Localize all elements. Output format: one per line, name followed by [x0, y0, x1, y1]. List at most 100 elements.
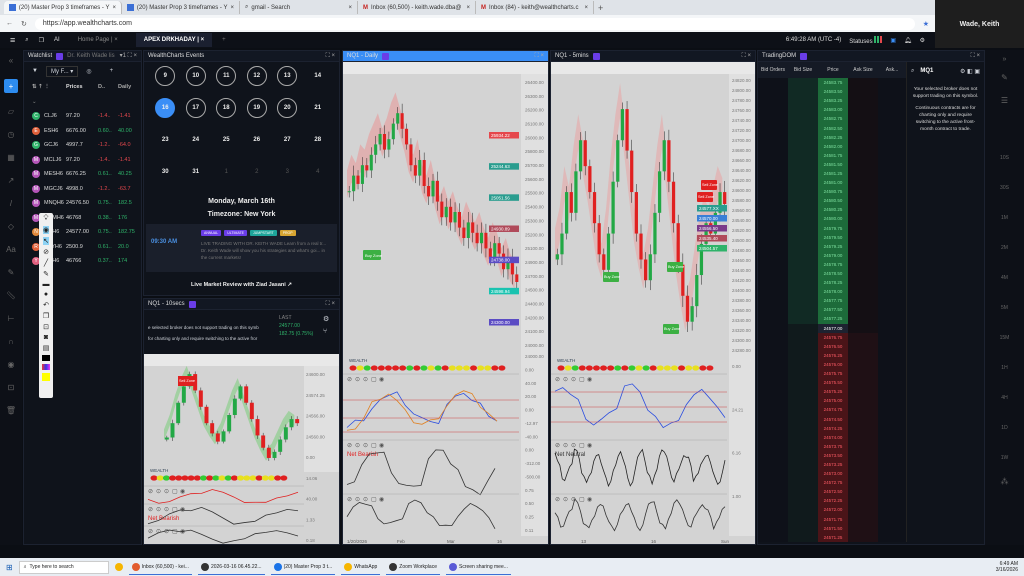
- daily-chart[interactable]: E-MINI NASDAQ 100 FUTURES F... - Daily+0…: [343, 62, 549, 545]
- watchlist-row[interactable]: E ESH6 6676.00 0.60.. 40.00: [24, 124, 141, 139]
- calendar-day[interactable]: 23: [161, 137, 169, 143]
- calendar-day[interactable]: 11: [211, 66, 242, 86]
- url-field[interactable]: https://app.wealthcharts.com: [34, 17, 915, 30]
- search-icon[interactable]: ⌕: [25, 36, 29, 43]
- menu-icon[interactable]: ≡: [10, 35, 16, 45]
- calendar-day[interactable]: 12: [242, 66, 273, 86]
- tab-apex-drkhaday[interactable]: APEX DRKHADAY | ×: [135, 33, 213, 47]
- filter-icon[interactable]: ▼: [32, 68, 38, 74]
- dom-price-row[interactable]: 24582.50: [758, 123, 906, 133]
- dom-price-row[interactable]: 24583.25: [758, 96, 906, 106]
- dom-price-row[interactable]: 24582.00: [758, 141, 906, 151]
- dom-price-row[interactable]: 24580.75: [758, 187, 906, 197]
- dom-price-row[interactable]: 24573.25: [758, 459, 906, 470]
- calendar-day[interactable]: 17: [181, 98, 212, 118]
- calendar-day[interactable]: 31: [192, 169, 200, 175]
- timeframe-4m[interactable]: 4M: [1001, 275, 1008, 281]
- dom-column-header[interactable]: Bid Orders: [761, 67, 785, 73]
- dom-price-row[interactable]: 24578.00: [758, 287, 906, 297]
- measure-icon[interactable]: ⊢: [7, 314, 15, 323]
- dom-price-row[interactable]: 24581.50: [758, 159, 906, 169]
- dom-price-row[interactable]: 24578.75: [758, 259, 906, 269]
- browser-tab[interactable]: M Inbox (84) - keith@wealthcharts.c ×: [476, 1, 594, 14]
- settings-icon[interactable]: ⚙: [323, 316, 330, 323]
- watchlist-row[interactable]: C CLJ6 97.20 -1.4.. -1.41: [24, 109, 141, 124]
- lightbulb-icon[interactable]: 💡︎: [43, 215, 49, 222]
- notifications-icon[interactable]: 🔔︎: [903, 37, 912, 44]
- magnet-icon[interactable]: ∩: [8, 337, 14, 346]
- close-tab-icon[interactable]: ×: [466, 4, 470, 11]
- calendar-day[interactable]: 26: [253, 137, 261, 143]
- timeframe-30s[interactable]: 30S: [1000, 185, 1009, 191]
- tensec-chart[interactable]: E-MINI NASDAQ 100 FUTURES F... - 10sec+0…: [144, 354, 340, 545]
- add-tab-button[interactable]: +: [222, 37, 226, 43]
- bookmark-star-icon[interactable]: ★: [922, 20, 929, 28]
- dom-price-row[interactable]: 24582.25: [758, 132, 906, 142]
- dom-price-row[interactable]: 24577.00: [758, 323, 906, 333]
- watchlist-row[interactable]: M MESH6 6676.25 0.61.. 40.25: [32, 170, 132, 179]
- calendar-day[interactable]: 24: [192, 137, 200, 143]
- calendar-day[interactable]: 20: [272, 98, 303, 118]
- ruler-icon[interactable]: ▬: [42, 281, 50, 288]
- refresh-icon[interactable]: ◎: [86, 68, 92, 75]
- dom-price-row[interactable]: 24578.25: [758, 278, 906, 288]
- watchlist-selector[interactable]: Dr. Keith Wade lis: [67, 53, 115, 59]
- dom-price-row[interactable]: 24574.50: [758, 414, 906, 424]
- dom-column-header[interactable]: Price: [827, 67, 839, 73]
- dom-price-row[interactable]: 24575.00: [758, 396, 906, 406]
- dom-price-row[interactable]: 24580.50: [758, 196, 906, 206]
- close-tab-icon[interactable]: ×: [112, 4, 116, 11]
- fivemin-chart[interactable]: E-MINI NASDAQ 100 FUTURES F... - 5min+0.…: [551, 62, 756, 545]
- calendar-day[interactable]: 16: [150, 98, 181, 118]
- clipboard-icon[interactable]: ▤: [42, 345, 50, 352]
- layout-icon[interactable]: ⁂: [1000, 477, 1009, 486]
- panel-controls[interactable]: ⛶ ×: [534, 52, 544, 59]
- browser-tab[interactable]: M Inbox (60,500) - keith.wade.dba@ ×: [358, 1, 476, 14]
- lock-icon[interactable]: ⊡: [43, 324, 49, 331]
- calendar-day[interactable]: 25: [222, 137, 230, 143]
- collapse-icon[interactable]: «: [8, 56, 14, 65]
- calendar-day[interactable]: 28: [314, 137, 322, 143]
- pencil-icon[interactable]: ✎: [43, 271, 49, 278]
- calendar-day[interactable]: 3: [285, 169, 289, 175]
- system-clock[interactable]: 6:49 AM 3/16/2026: [995, 561, 1018, 573]
- line-tool-icon[interactable]: /: [9, 199, 13, 208]
- pencil-icon[interactable]: ✎: [1001, 73, 1008, 82]
- ai-icon[interactable]: AI: [54, 37, 60, 43]
- timeframe-4h[interactable]: 4H: [1001, 395, 1008, 401]
- taskbar-app[interactable]: Screen sharing mee...: [445, 560, 511, 575]
- dom-price-row[interactable]: 24575.25: [758, 387, 906, 397]
- calendar-day[interactable]: 4: [316, 169, 320, 175]
- line-icon[interactable]: ╱: [43, 260, 49, 267]
- watchlist-row[interactable]: M MGCJ6 4998.0 -1.2.. -63.7: [32, 184, 131, 193]
- watchlist-filter-dropdown[interactable]: My F... ▾: [45, 65, 79, 77]
- watchlist-row[interactable]: M MYMH6 46768 0.38.. 176: [32, 213, 128, 222]
- search-icon[interactable]: ⌕: [911, 67, 915, 74]
- dom-price-row[interactable]: 24579.50: [758, 232, 906, 242]
- timeframe-2m[interactable]: 2M: [1001, 245, 1008, 251]
- dom-price-row[interactable]: 24579.00: [758, 250, 906, 260]
- calendar-day[interactable]: 18: [211, 98, 242, 118]
- dom-column-header[interactable]: Ask...: [885, 67, 899, 73]
- dom-price-row[interactable]: 24572.00: [758, 505, 906, 515]
- close-tab-icon[interactable]: ×: [230, 4, 234, 11]
- dom-price-row[interactable]: 24575.75: [758, 369, 906, 379]
- dom-price-row[interactable]: 24573.50: [758, 450, 906, 460]
- calendar-day[interactable]: 13: [272, 66, 303, 86]
- panel-controls[interactable]: ⛶ ×: [741, 52, 751, 59]
- dot-icon[interactable]: ●: [43, 291, 49, 298]
- camera-icon[interactable]: ◙: [43, 334, 49, 341]
- calendar-day[interactable]: 21: [314, 105, 322, 111]
- dom-price-row[interactable]: 24577.25: [758, 314, 906, 324]
- eye-icon[interactable]: ◉: [42, 226, 50, 234]
- dom-price-row[interactable]: 24575.50: [758, 378, 906, 388]
- reload-icon[interactable]: ↻: [21, 20, 27, 28]
- copilot-icon[interactable]: [114, 563, 123, 571]
- watchlist-controls[interactable]: ▾1 ⛶ ×: [119, 53, 137, 59]
- dom-price-row[interactable]: 24580.00: [758, 214, 906, 224]
- shapes-icon[interactable]: ◇: [7, 222, 15, 231]
- taskbar-app[interactable]: 2026-03-16 06.45.22...: [197, 560, 265, 575]
- dom-price-row[interactable]: 24571.25: [758, 532, 906, 542]
- dom-price-row[interactable]: 24580.25: [758, 205, 906, 215]
- branch-icon[interactable]: ⑂: [323, 328, 328, 335]
